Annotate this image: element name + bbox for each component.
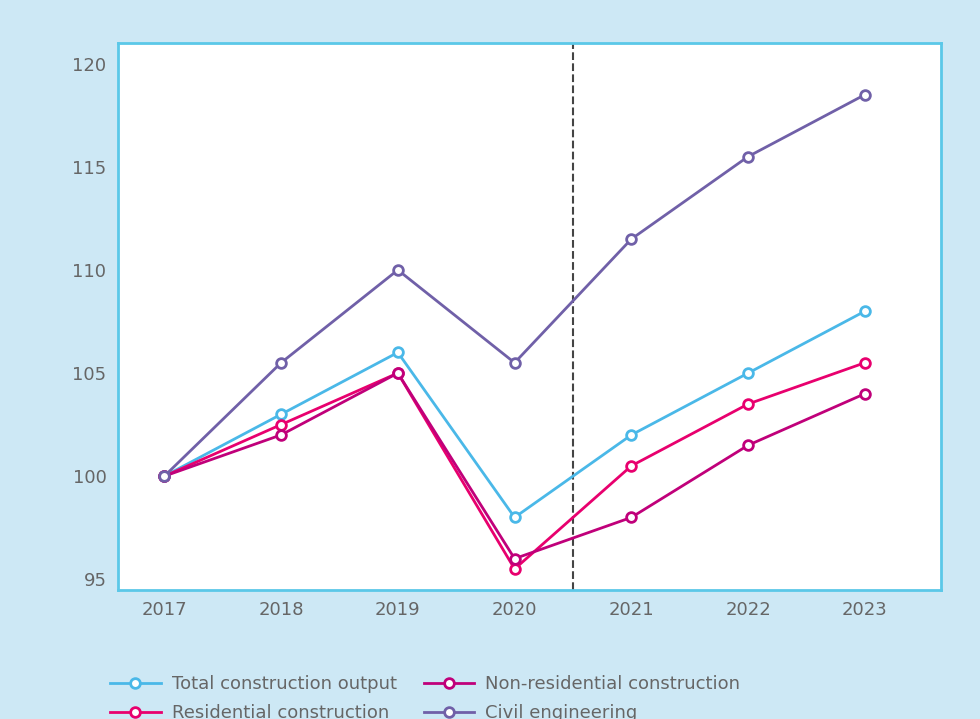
Legend: Total construction output, Residential construction, Non-residential constructio: Total construction output, Residential c… (110, 675, 740, 719)
